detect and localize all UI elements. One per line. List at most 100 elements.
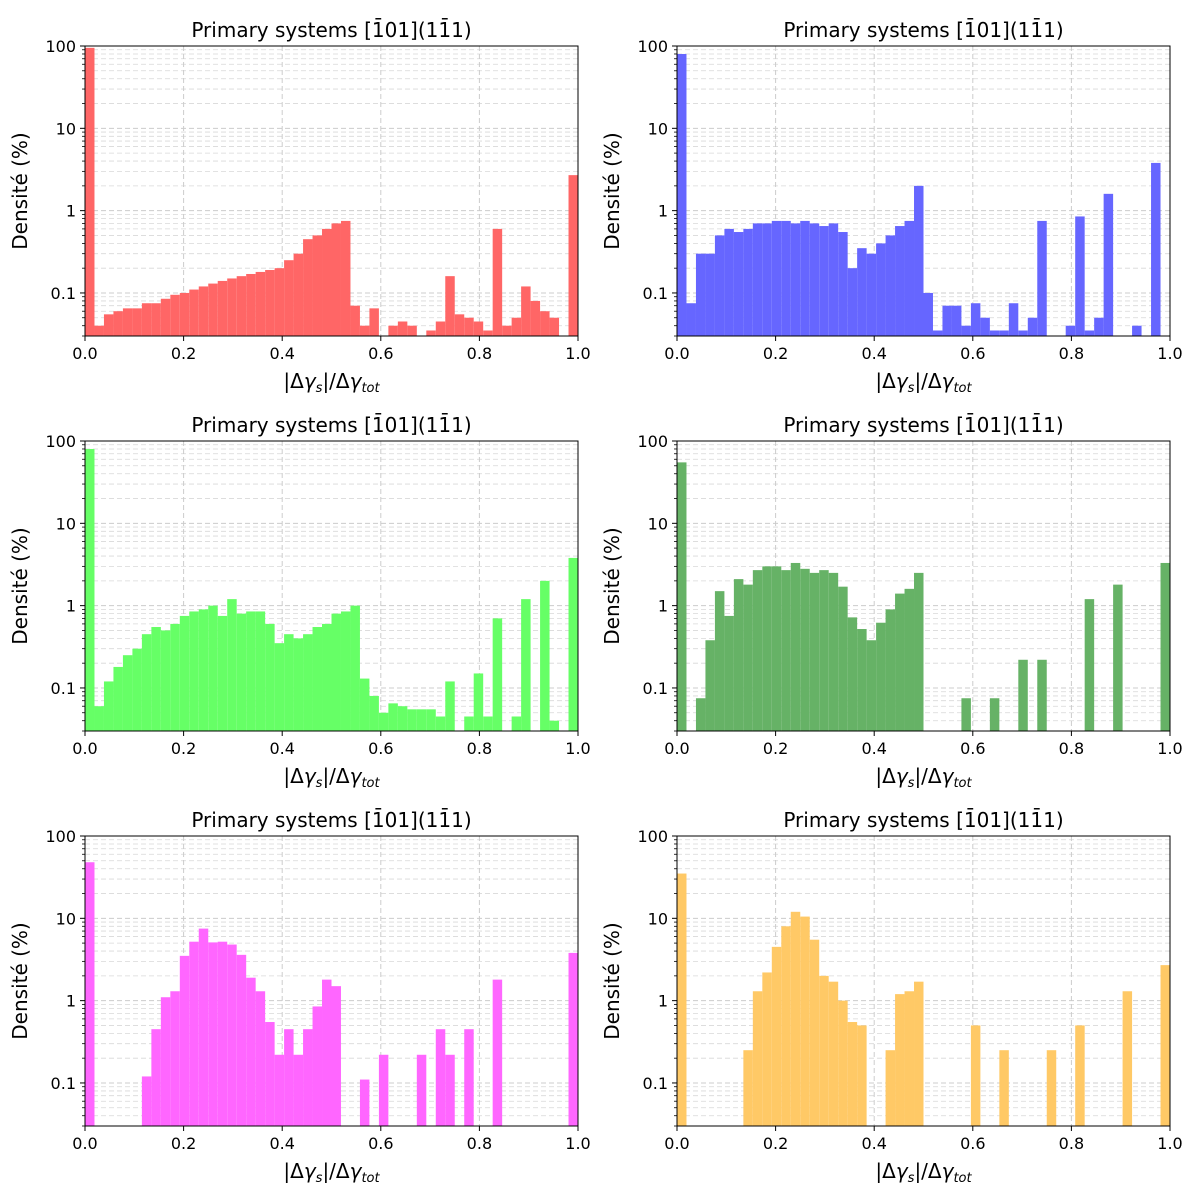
y-tick-label: 100 [45, 827, 76, 846]
histogram-bar [724, 615, 734, 731]
chart-panel-4: 0.0 0.2 0.4 0.6 0.8 1.0 100 10 1 0.1 Primary syste… [600, 412, 1183, 791]
histogram-bar [677, 53, 687, 336]
histogram-bar [800, 916, 810, 1126]
histogram-bar [724, 228, 734, 336]
axes-frame [84, 45, 579, 337]
histogram-bar [1018, 659, 1028, 731]
x-tick-label: 0.6 [960, 739, 985, 758]
histogram-bar [208, 283, 218, 336]
histogram-bar [236, 954, 247, 1126]
x-tick-label: 0.4 [861, 344, 886, 363]
histogram-bar [809, 939, 820, 1126]
histogram-bar [895, 994, 905, 1126]
y-tick-label: 1 [658, 992, 668, 1011]
y-axis-label: Densité (%) [8, 922, 32, 1039]
y-tick-label: 100 [45, 37, 76, 56]
x-tick-label: 1.0 [565, 344, 590, 363]
y-tick-label: 1 [66, 597, 76, 616]
x-tick-label: 0.8 [1059, 739, 1084, 758]
chart-panel-1: 0.0 0.2 0.4 0.6 0.8 1.0 100 10 1 0.1 Primary syste… [8, 17, 591, 396]
histogram-bar [942, 305, 952, 336]
histogram-bar [340, 220, 351, 336]
histogram-bar [397, 321, 408, 336]
histogram-bar [359, 325, 370, 336]
histogram-bar [847, 268, 858, 336]
histogram-bar [885, 1050, 896, 1126]
y-tick-label: 10 [648, 119, 668, 138]
histogram-bar [454, 314, 465, 336]
histogram-bar [85, 47, 95, 336]
histogram-bar [743, 1050, 753, 1126]
histogram-bar [293, 1054, 304, 1126]
histogram-bar [809, 572, 820, 731]
histogram-bar [705, 640, 715, 731]
histogram-bar [378, 712, 389, 731]
histogram-bar [160, 630, 171, 731]
chart-title: Primary systems [1̄01](11̄1) [783, 807, 1063, 832]
histogram-bar [132, 648, 142, 731]
histogram-bar [762, 566, 772, 731]
histogram-bar [331, 613, 341, 731]
histogram-bar [170, 294, 180, 336]
histogram-bar [122, 308, 133, 336]
histogram-bar [312, 1006, 323, 1126]
histogram-bar [227, 944, 237, 1126]
x-tick-label: 1.0 [565, 739, 590, 758]
y-tick-label: 0.1 [643, 679, 668, 698]
histogram-bar [179, 292, 190, 336]
histogram-bar [426, 709, 436, 731]
histogram-bar [762, 223, 772, 336]
histogram-bar [857, 1025, 867, 1126]
histogram-bar [407, 325, 417, 336]
histogram-bar [904, 991, 915, 1126]
histogram-bar [1065, 325, 1076, 336]
histogram-bar [122, 655, 133, 731]
histogram-bar [838, 232, 848, 336]
histogram-bar [568, 557, 578, 731]
y-tick-label: 1 [658, 202, 668, 221]
x-tick-label: 0.6 [368, 739, 393, 758]
y-tick-label: 0.1 [643, 1074, 668, 1093]
histogram-bar [1075, 216, 1085, 336]
histogram-bar [388, 703, 398, 731]
histogram-bar [511, 716, 522, 731]
histogram-bar [265, 270, 275, 336]
histogram-bar [999, 330, 1009, 336]
x-tick-label: 1.0 [565, 1134, 590, 1153]
x-tick-label: 0.0 [664, 739, 689, 758]
histogram-bar [790, 562, 801, 731]
histogram-bar [781, 926, 791, 1126]
histogram-bar [407, 709, 417, 731]
histogram-bar [255, 611, 266, 731]
histogram-bar [483, 330, 493, 336]
histogram-bar [980, 317, 990, 336]
histogram-bar [1018, 330, 1028, 336]
histogram-bar [416, 1054, 427, 1126]
histogram-bar [876, 622, 886, 731]
histogram-bar [473, 673, 484, 731]
x-axis-label: |Δγs|/Δγtot [875, 1159, 972, 1186]
histogram-bar [208, 605, 218, 731]
histogram-bar [464, 317, 474, 336]
histogram-bar [113, 311, 123, 336]
histogram-bar [705, 253, 715, 336]
histogram-bar [549, 720, 560, 731]
histogram-bar [208, 942, 218, 1126]
histogram-bar [1160, 965, 1170, 1126]
x-tick-label: 0.8 [1059, 344, 1084, 363]
histogram-bar [303, 239, 313, 336]
histogram-bar [743, 584, 753, 731]
histogram-bar [473, 321, 484, 336]
histogram-bar [416, 709, 427, 731]
histogram-bar [714, 591, 725, 731]
histogram-bar [217, 615, 228, 731]
y-tick-label: 10 [648, 514, 668, 533]
x-axis-label: |Δγs|/Δγtot [875, 369, 972, 396]
histogram-bar [733, 232, 744, 336]
histogram-bar [359, 1079, 370, 1126]
x-tick-label: 0.6 [368, 344, 393, 363]
histogram-bar [752, 570, 763, 731]
x-tick-label: 0.0 [664, 1134, 689, 1153]
axes-frame [84, 440, 579, 732]
y-tick-label: 1 [66, 992, 76, 1011]
